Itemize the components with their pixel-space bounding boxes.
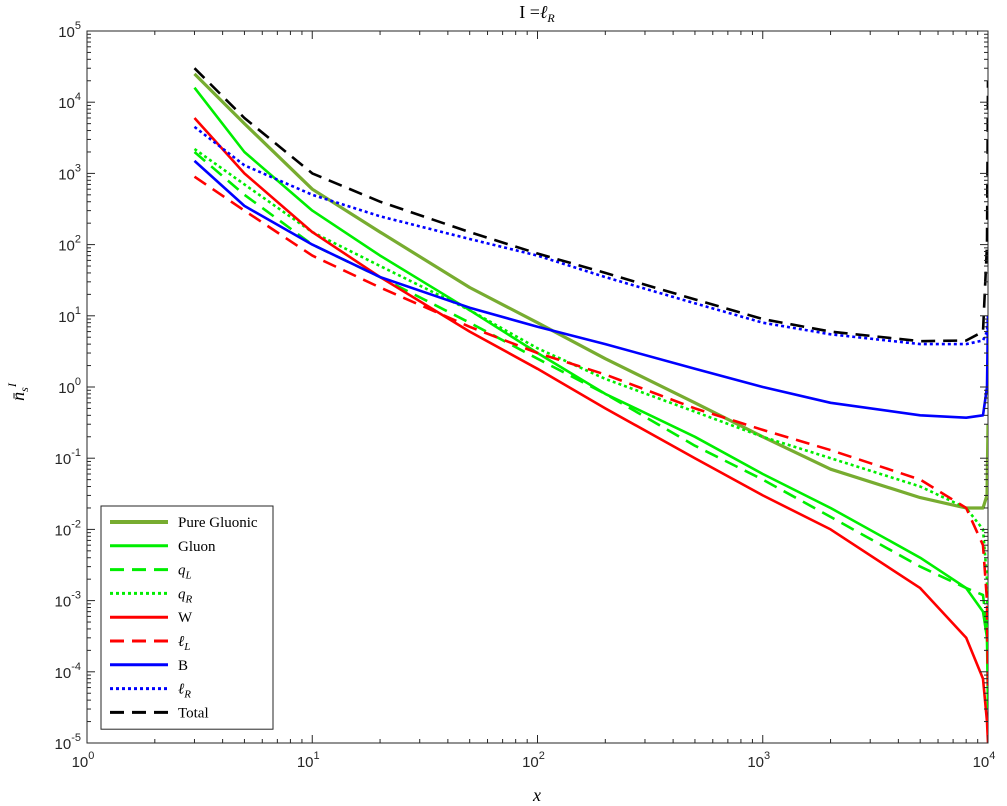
- legend-label: qL: [178, 563, 192, 582]
- legend-label: B: [178, 658, 188, 674]
- series-line-7: [193, 125, 988, 346]
- x-tick-label: 102: [522, 750, 545, 771]
- x-tick-label: 100: [72, 750, 95, 771]
- legend-label: qR: [178, 586, 193, 605]
- legend-label: ℓR: [178, 682, 191, 701]
- y-tick-label: 10-5: [55, 732, 81, 753]
- series-line-2: [193, 151, 988, 694]
- legend: Pure Gluonic Gluon qL qR WℓL BℓR Total: [100, 505, 274, 730]
- y-tick-label: 100: [58, 376, 81, 397]
- x-tick-label: 104: [973, 750, 996, 771]
- x-tick-label: 103: [747, 750, 770, 771]
- series-line-5: [193, 175, 988, 694]
- y-tick-label: 102: [58, 234, 81, 255]
- chart-title: I =ℓR: [519, 2, 555, 25]
- y-tick-label: 105: [58, 20, 81, 41]
- series-line-4: [193, 117, 988, 743]
- legend-label: Pure Gluonic: [178, 515, 258, 531]
- x-axis-label: x: [532, 785, 541, 805]
- y-tick-label: 10-2: [55, 518, 81, 539]
- series-line-1: [193, 86, 988, 710]
- series-line-0: [193, 72, 988, 510]
- legend-label: Total: [178, 705, 209, 721]
- y-tick-label: 10-1: [55, 447, 81, 468]
- y-axis-label: n̄sI: [5, 382, 31, 401]
- ticks-layer: 100 101 102 103 104 10-5 10-4 10-3 10-2 10-1 100 10…: [55, 20, 996, 771]
- legend-label: W: [178, 610, 193, 626]
- y-tick-label: 104: [58, 91, 81, 112]
- y-tick-label: 10-4: [55, 661, 81, 682]
- y-tick-label: 101: [58, 305, 81, 326]
- series-line-3: [193, 147, 988, 672]
- series-layer: [193, 67, 988, 743]
- series-line-8: [193, 67, 988, 343]
- series-line-6: [193, 159, 988, 420]
- legend-label: Gluon: [178, 539, 216, 555]
- y-tick-label: 103: [58, 162, 81, 183]
- x-tick-label: 101: [297, 750, 320, 771]
- legend-label: ℓL: [178, 634, 190, 653]
- y-tick-label: 10-3: [55, 590, 81, 611]
